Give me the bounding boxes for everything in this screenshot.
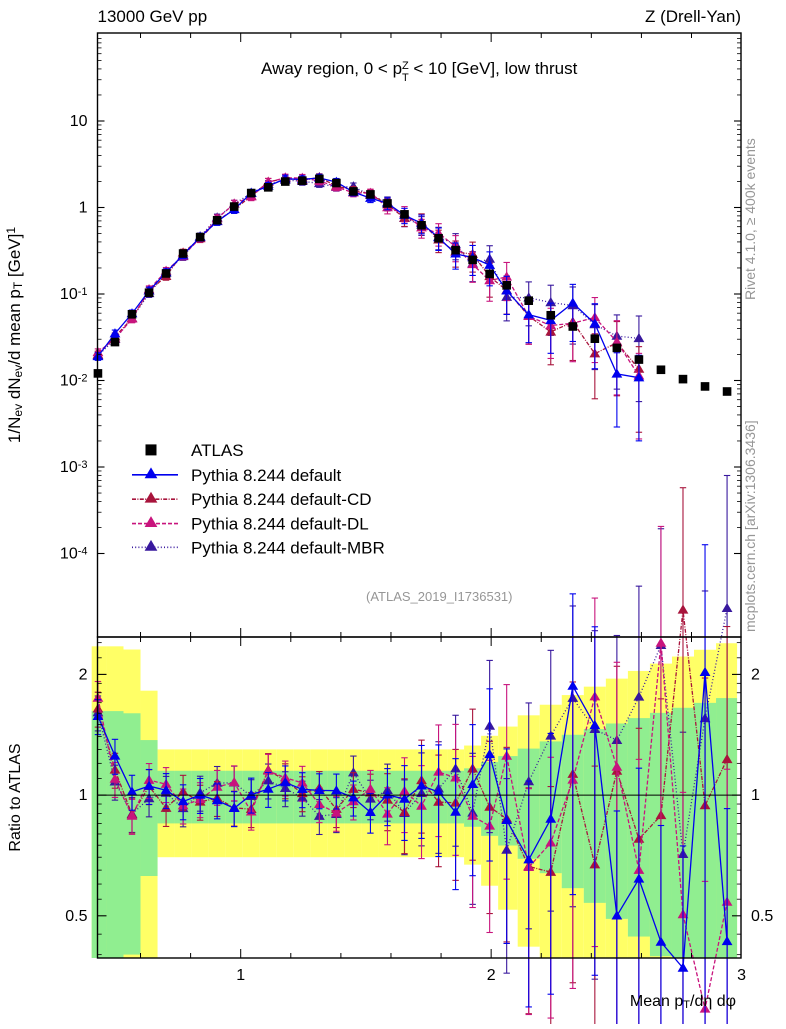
svg-text:mcplots.cern.ch [arXiv:1306.34: mcplots.cern.ch [arXiv:1306.3436] [742, 420, 758, 632]
svg-text:3: 3 [737, 967, 746, 984]
svg-text:10: 10 [70, 113, 88, 130]
svg-text:Rivet 4.1.0, ≥ 400k events: Rivet 4.1.0, ≥ 400k events [742, 138, 758, 300]
svg-text:13000 GeV pp: 13000 GeV pp [98, 7, 208, 26]
svg-text:ATLAS: ATLAS [191, 441, 244, 460]
svg-text:(ATLAS_2019_I1736531): (ATLAS_2019_I1736531) [366, 589, 512, 604]
svg-text:Z (Drell-Yan): Z (Drell-Yan) [645, 7, 741, 26]
svg-text:2: 2 [751, 666, 760, 683]
svg-text:1: 1 [751, 787, 760, 804]
svg-text:1: 1 [79, 200, 88, 217]
svg-text:1: 1 [79, 787, 88, 804]
svg-text:2: 2 [79, 666, 88, 683]
svg-text:1: 1 [236, 967, 245, 984]
svg-text:2: 2 [487, 967, 496, 984]
svg-text:0.5: 0.5 [751, 908, 773, 925]
svg-text:Pythia 8.244 default-CD: Pythia 8.244 default-CD [191, 490, 372, 509]
svg-text:Pythia 8.244 default: Pythia 8.244 default [191, 466, 342, 485]
svg-text:Pythia 8.244 default-DL: Pythia 8.244 default-DL [191, 515, 369, 534]
svg-text:Ratio to ATLAS: Ratio to ATLAS [7, 743, 24, 851]
svg-text:0.5: 0.5 [65, 908, 87, 925]
svg-text:Mean pT/dη dφ: Mean pT/dη dφ [630, 993, 736, 1011]
svg-text:Pythia 8.244 default-MBR: Pythia 8.244 default-MBR [191, 538, 385, 557]
